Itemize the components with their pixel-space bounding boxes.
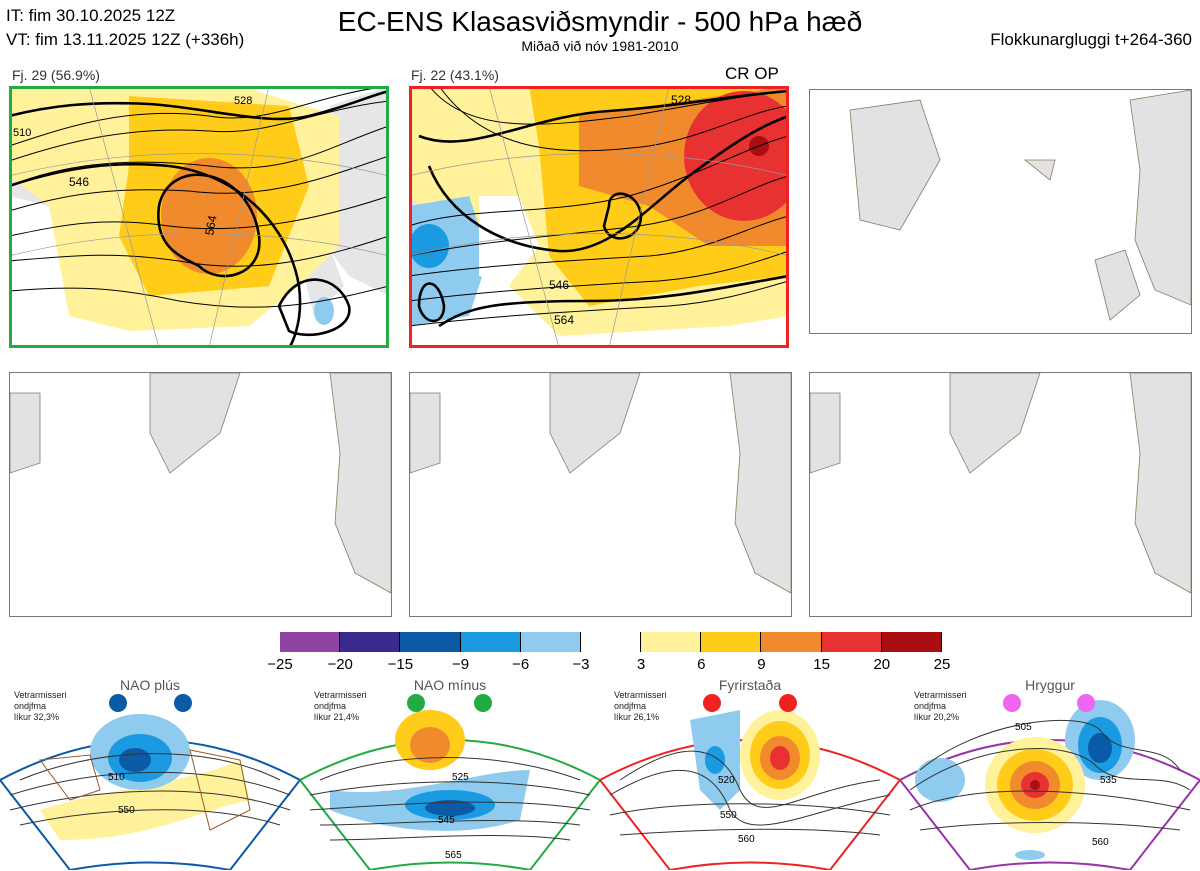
cluster-1-map[interactable]: 510 528 546 564 [9, 86, 389, 348]
regime-note: Vetrarmisseri ondjfma líkur 21,4% [314, 690, 367, 722]
colorbar-swatch [641, 632, 702, 652]
contour-label: 550 [118, 805, 135, 816]
empty-panel-5 [409, 372, 792, 617]
colorbar-tick-label: −9 [451, 656, 470, 673]
cluster-2-svg: 528 546 564 [409, 86, 789, 348]
contour-label: 505 [1015, 722, 1032, 733]
contour-label: 528 [234, 95, 252, 107]
colorbar-swatch [821, 632, 882, 652]
contour-label: 560 [738, 834, 755, 845]
page-title: EC-ENS Klasasviðsmyndir - 500 hPa hæð [337, 6, 863, 37]
contour-label: 545 [438, 815, 455, 826]
page-subtitle: Miðað við nóv 1981-2010 [521, 38, 679, 54]
regime-note: Vetrarmisseri ondjfma líkur 32,3% [14, 690, 67, 722]
contour-label: 528 [671, 93, 691, 107]
regime-title: Hryggur [1025, 677, 1075, 693]
empty-panel-3 [809, 89, 1192, 334]
colorbar-swatch [460, 632, 521, 652]
colorbar-tick-label: 15 [813, 656, 830, 673]
empty-panel-4 [9, 372, 392, 617]
valid-time: VT: fim 13.11.2025 12Z (+336h) [6, 30, 245, 49]
regime-note: Vetrarmisseri ondjfma líkur 20,2% [914, 690, 967, 722]
cluster-1-border [9, 86, 389, 348]
regime-fyrirstada: 520 550 560 Fyrirstaða Vetrarmisseri ondj… [600, 677, 900, 870]
cluster-2-map[interactable]: 528 546 564 [409, 86, 789, 348]
contour-label: 510 [108, 772, 125, 783]
contour-label: 550 [720, 810, 737, 821]
contour-label: 525 [452, 772, 469, 783]
contour-label: 564 [202, 214, 219, 236]
contour-label: 564 [554, 313, 574, 327]
colorbar-swatch [340, 632, 401, 652]
colorbar-swatch [761, 632, 822, 652]
regime-nao-minus: 525 545 565 NAO mínus Vetrarmisseri ondjf… [300, 677, 600, 870]
colorbar-tick-label: −25 [267, 656, 293, 673]
contour-label: 560 [1092, 837, 1109, 848]
cluster-2-border [409, 86, 789, 348]
initial-time: IT: fim 30.10.2025 12Z [6, 6, 176, 25]
colorbar-tick-label: −3 [572, 656, 590, 673]
regime-title: Fyrirstaða [718, 677, 782, 693]
colorbar-tick-label: 6 [697, 656, 706, 673]
contour-label: 546 [69, 175, 89, 189]
contour-label: 546 [549, 278, 569, 292]
colorbar-swatch [881, 632, 942, 652]
cluster-2-label: Fj. 22 (43.1%) [411, 67, 499, 83]
empty-panel-6 [809, 372, 1192, 617]
colorbar-swatch [400, 632, 461, 652]
header-info: IT: fim 30.10.2025 12Z VT: fim 13.11.202… [6, 4, 244, 52]
regime-hryggur: 505 535 560 Hryggur Vetrarmisseri ondjfma… [900, 677, 1200, 870]
colorbar-tick-label: 20 [873, 656, 891, 673]
colorbar-tick-label: 25 [933, 656, 951, 673]
colorbar-tick-label: −20 [327, 656, 353, 673]
colorbar-swatch [580, 632, 642, 652]
colorbar: −25 −20 −15 −9 −6 −3 3 6 9 15 20 25 [267, 632, 950, 673]
contour-label: 535 [1100, 775, 1117, 786]
regime-note: Vetrarmisseri ondjfma líkur 26,1% [614, 690, 667, 722]
colorbar-tick-label: 3 [636, 656, 646, 673]
regime-nao-plus: 510 550 NAO plús Vetrarmisseri ondjfma lík… [0, 677, 300, 870]
colorbar-swatch [701, 632, 762, 652]
window-label: Flokkunargluggi t+264-360 [990, 30, 1192, 49]
colorbar-swatch [520, 632, 581, 652]
contour-label: 565 [445, 850, 462, 861]
contour-label: 510 [13, 127, 31, 139]
op-label: CR OP [725, 64, 779, 83]
contour-label: 520 [718, 775, 735, 786]
colorbar-tick-label: −6 [512, 656, 530, 673]
cluster-1-svg: 510 528 546 564 [9, 86, 389, 348]
colorbar-tick-label: −15 [387, 656, 414, 673]
regime-title: NAO mínus [413, 677, 487, 693]
colorbar-swatch [280, 632, 341, 652]
colorbar-tick-label: 9 [757, 656, 766, 673]
regime-title: NAO plús [120, 677, 180, 693]
cluster-1-label: Fj. 29 (56.9%) [12, 67, 100, 83]
